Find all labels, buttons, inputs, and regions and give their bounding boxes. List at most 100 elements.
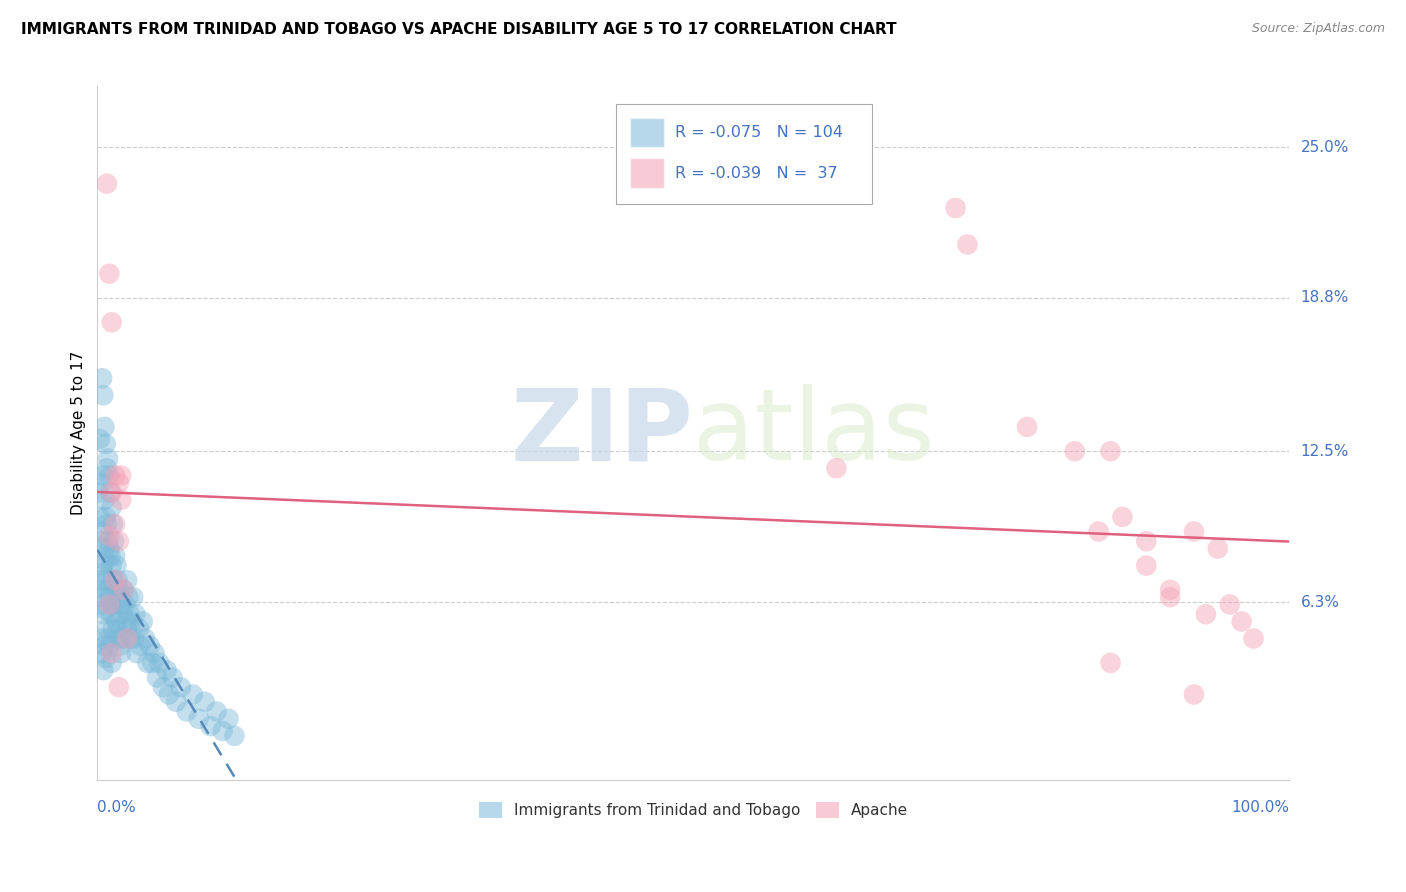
Point	[1195, 607, 1218, 622]
Point	[224, 729, 246, 743]
Point	[91, 590, 114, 604]
Point	[91, 388, 114, 402]
Point	[200, 719, 222, 733]
Point	[100, 315, 122, 329]
Point	[141, 656, 163, 670]
Point	[96, 622, 118, 636]
Point	[115, 622, 138, 636]
Point	[97, 534, 120, 549]
Point	[93, 639, 115, 653]
Point	[110, 598, 132, 612]
Point	[91, 468, 114, 483]
Point	[1243, 632, 1265, 646]
Point	[104, 468, 127, 483]
Point	[107, 534, 129, 549]
Point	[100, 646, 122, 660]
Point	[104, 598, 127, 612]
Point	[101, 517, 124, 532]
Point	[107, 475, 129, 490]
Point	[1159, 582, 1181, 597]
Point	[91, 663, 114, 677]
Point	[1017, 420, 1039, 434]
Text: IMMIGRANTS FROM TRINIDAD AND TOBAGO VS APACHE DISABILITY AGE 5 TO 17 CORRELATION: IMMIGRANTS FROM TRINIDAD AND TOBAGO VS A…	[21, 22, 897, 37]
Point	[94, 651, 117, 665]
Point	[114, 598, 136, 612]
Point	[89, 509, 111, 524]
Point	[90, 573, 112, 587]
Point	[107, 622, 129, 636]
Point	[131, 615, 153, 629]
Legend: Immigrants from Trinidad and Tobago, Apache: Immigrants from Trinidad and Tobago, Apa…	[472, 796, 914, 824]
Point	[104, 517, 127, 532]
Point	[1230, 615, 1253, 629]
Point	[155, 663, 177, 677]
Point	[94, 554, 117, 568]
Point	[115, 615, 138, 629]
Text: 12.5%: 12.5%	[1301, 443, 1348, 458]
Point	[117, 590, 139, 604]
Point	[148, 656, 170, 670]
Point	[112, 582, 135, 597]
Point	[1099, 444, 1122, 458]
FancyBboxPatch shape	[616, 103, 872, 204]
Point	[162, 670, 184, 684]
Point	[100, 485, 122, 500]
Point	[101, 622, 124, 636]
Point	[139, 639, 162, 653]
Point	[103, 582, 125, 597]
Point	[91, 607, 114, 622]
Point	[91, 646, 114, 660]
Point	[107, 582, 129, 597]
Point	[108, 590, 131, 604]
Point	[107, 573, 129, 587]
Point	[956, 237, 979, 252]
Point	[1135, 534, 1157, 549]
Point	[89, 432, 111, 446]
Text: ZIP: ZIP	[510, 384, 693, 482]
Text: 6.3%: 6.3%	[1301, 595, 1340, 609]
Point	[100, 485, 122, 500]
Point	[176, 705, 198, 719]
Point	[124, 632, 146, 646]
FancyBboxPatch shape	[630, 159, 664, 187]
Point	[194, 695, 217, 709]
Point	[96, 177, 118, 191]
Point	[120, 632, 142, 646]
Point	[107, 680, 129, 694]
Point	[1182, 688, 1205, 702]
Point	[136, 656, 159, 670]
Point	[100, 549, 122, 563]
Point	[825, 461, 848, 475]
Point	[1182, 524, 1205, 539]
Point	[90, 534, 112, 549]
Point	[93, 582, 115, 597]
Point	[100, 607, 122, 622]
Point	[152, 680, 174, 694]
Point	[146, 670, 169, 684]
Point	[170, 680, 193, 694]
Point	[98, 267, 121, 281]
Point	[100, 500, 122, 515]
Point	[108, 639, 131, 653]
Point	[115, 632, 138, 646]
Point	[98, 468, 121, 483]
Point	[1087, 524, 1109, 539]
Point	[122, 590, 145, 604]
Point	[1099, 656, 1122, 670]
Point	[1219, 598, 1241, 612]
Point	[124, 607, 146, 622]
Text: atlas: atlas	[693, 384, 935, 482]
Point	[157, 688, 180, 702]
Point	[100, 598, 122, 612]
Point	[98, 598, 121, 612]
Point	[98, 529, 121, 543]
Point	[91, 524, 114, 539]
Point	[1111, 509, 1133, 524]
Text: R = -0.039   N =  37: R = -0.039 N = 37	[675, 166, 838, 180]
Point	[98, 541, 121, 556]
Point	[91, 371, 114, 385]
Point	[118, 607, 141, 622]
Point	[93, 420, 115, 434]
Point	[1063, 444, 1085, 458]
Point	[105, 615, 128, 629]
